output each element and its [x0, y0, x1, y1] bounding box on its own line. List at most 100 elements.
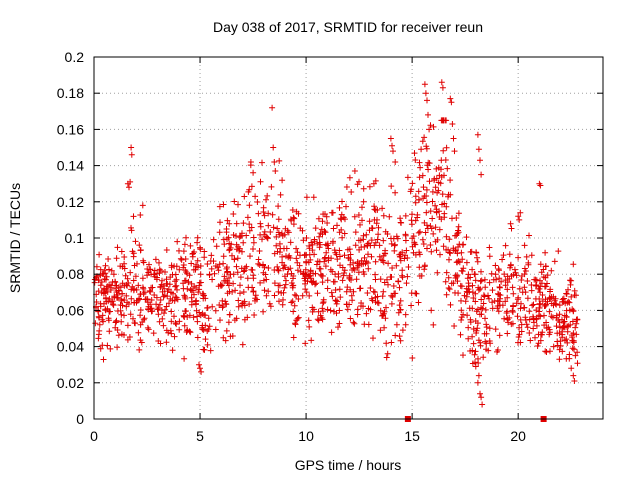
data-point-1364: [130, 285, 137, 292]
data-point-1330: [227, 333, 234, 340]
data-point-921: [473, 330, 480, 336]
data-point-1389: [548, 300, 555, 307]
data-point-650: [152, 256, 159, 263]
y-tick-label-4: 0.08: [57, 266, 84, 282]
data-point-1461: [522, 289, 529, 296]
data-point-729: [275, 216, 282, 223]
data-point-581: [443, 233, 450, 240]
data-point-638: [261, 228, 268, 235]
data-point-566: [413, 290, 420, 297]
data-point-119: [425, 166, 432, 173]
data-point-1626: [131, 299, 138, 306]
data-point-589: [486, 295, 492, 302]
data-point-1161: [430, 230, 437, 237]
data-point-1561: [538, 269, 545, 276]
data-point-1646: [128, 151, 135, 158]
data-point-1455: [567, 321, 574, 328]
data-point-1617: [168, 308, 175, 315]
data-point-623: [339, 277, 346, 284]
data-point-986: [324, 242, 331, 249]
data-point-246: [423, 199, 430, 206]
data-point-1271: [530, 315, 537, 322]
data-point-1176: [443, 246, 450, 253]
data-point-1566: [189, 251, 196, 257]
data-point-1327: [378, 256, 385, 263]
data-point-1139: [559, 325, 566, 331]
data-point-1552: [486, 244, 493, 251]
y-tick-label-9: 0.18: [57, 85, 84, 101]
data-point-1465: [119, 263, 126, 270]
data-point-250: [336, 204, 343, 211]
data-point-715: [429, 215, 436, 222]
data-point-1324: [330, 308, 337, 315]
data-point-1640: [221, 241, 228, 248]
data-point-1554: [265, 265, 272, 271]
data-point-1579: [312, 225, 319, 232]
data-point-266: [293, 255, 300, 262]
data-point-383: [365, 321, 372, 328]
y-tick-label-3: 0.06: [57, 302, 84, 318]
data-point-945: [431, 177, 438, 184]
data-point-318: [479, 305, 486, 312]
data-point-1648: [269, 104, 276, 111]
data-point-679: [224, 217, 231, 224]
data-point-1523: [437, 251, 443, 258]
data-point-1505: [420, 184, 427, 191]
data-point-862: [303, 289, 310, 296]
data-point-1059: [117, 302, 124, 308]
data-point-467: [386, 213, 393, 220]
data-point-801: [350, 319, 357, 326]
data-point-1424: [416, 251, 423, 258]
data-point-765: [128, 295, 135, 302]
data-point-825: [524, 278, 531, 284]
data-point-1103: [335, 324, 341, 331]
data-point-408: [336, 286, 343, 293]
data-point-728: [217, 219, 223, 226]
data-point-778: [436, 226, 443, 233]
data-point-1078: [293, 292, 300, 299]
data-point-1358: [492, 262, 499, 269]
data-point-114: [154, 306, 161, 313]
data-point-872: [485, 347, 492, 354]
data-point-410: [273, 242, 280, 249]
data-point-694: [380, 310, 387, 317]
data-point-137: [252, 292, 259, 299]
data-point-1379: [557, 342, 564, 349]
data-point-424: [478, 304, 484, 311]
data-point-1504: [303, 259, 310, 266]
data-point-1061: [554, 338, 561, 345]
data-point-624: [337, 262, 343, 269]
data-point-237: [275, 282, 282, 289]
data-point-1600: [111, 293, 118, 300]
data-point-1622: [176, 318, 183, 325]
data-point-1169: [279, 253, 286, 260]
data-point-881: [455, 244, 461, 250]
data-point-1308: [376, 253, 383, 260]
data-point-1232: [317, 312, 324, 319]
data-point-1612: [390, 235, 397, 242]
data-point-902: [412, 199, 419, 206]
data-point-1654: [351, 168, 358, 174]
data-point-977: [147, 288, 154, 295]
data-point-1665: [438, 79, 445, 86]
data-point-1240: [463, 288, 470, 295]
data-point-1104: [285, 266, 292, 273]
data-point-98: [474, 254, 480, 261]
data-point-1207: [361, 254, 368, 261]
data-point-586: [265, 210, 272, 217]
data-point-1160: [421, 262, 428, 269]
data-point-810: [251, 312, 258, 318]
data-point-368: [122, 272, 129, 279]
data-point-1669: [448, 99, 455, 106]
data-point-958: [113, 255, 120, 262]
data-point-1611: [365, 260, 371, 266]
data-point-1363: [103, 276, 109, 283]
data-point-1274: [441, 200, 448, 207]
data-point-1171: [256, 262, 263, 268]
data-point-26: [565, 286, 571, 293]
data-point-1328: [333, 300, 340, 307]
data-point-907: [547, 286, 554, 293]
data-point-1026: [515, 294, 522, 301]
data-point-1343: [499, 256, 506, 263]
data-point-635: [283, 253, 289, 260]
